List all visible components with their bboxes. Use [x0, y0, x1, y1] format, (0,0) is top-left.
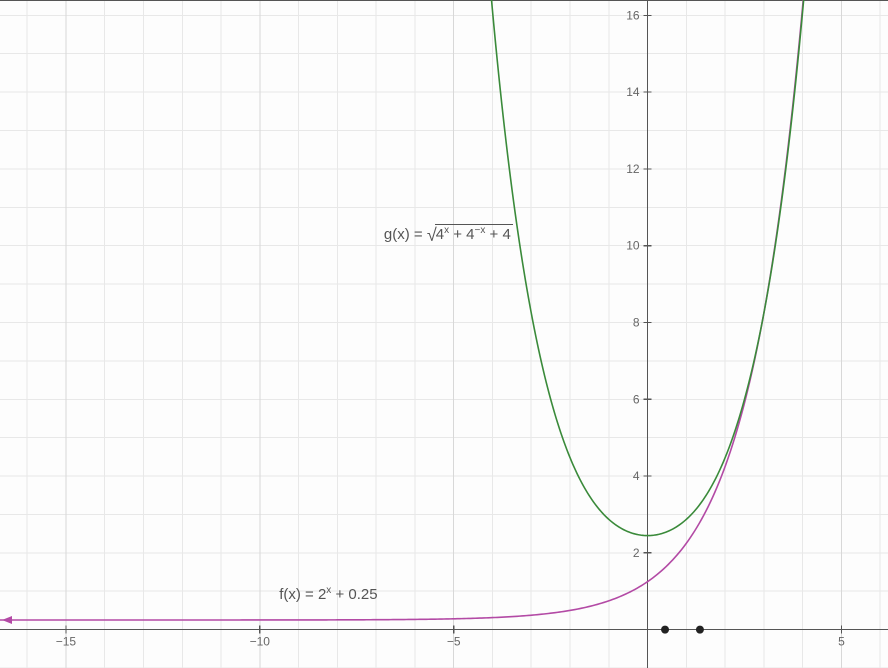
arrow-left-icon	[2, 616, 12, 624]
y-tick-label: 4	[633, 469, 640, 483]
x-tick-label: −5	[447, 635, 461, 649]
tangent-point	[696, 626, 704, 634]
x-tick-label: −10	[250, 635, 271, 649]
curve-f	[0, 0, 888, 620]
x-tick-label: −15	[56, 635, 77, 649]
label-g-prefix: g(x) =	[384, 226, 427, 243]
plot-svg: −15 −10 −5 5 2 4 6 8 10 12 14 16	[0, 0, 888, 668]
y-tick-label: 14	[626, 85, 640, 99]
y-tick-label: 10	[626, 239, 640, 253]
function-plot: −15 −10 −5 5 2 4 6 8 10 12 14 16 g(x) = √4x + 4−x +…	[0, 0, 888, 668]
label-f: f(x) = 2x + 0.25	[279, 585, 377, 603]
sqrt-icon: √4x + 4−x + 4	[427, 224, 513, 246]
curve-g	[477, 0, 888, 536]
tangent-point	[661, 626, 669, 634]
x-tick-label: 5	[838, 635, 845, 649]
label-g-body: 4x + 4−x + 4	[435, 224, 513, 243]
y-tick-label: 12	[626, 162, 640, 176]
y-tick-label: 2	[633, 546, 640, 560]
label-g: g(x) = √4x + 4−x + 4	[384, 224, 513, 246]
y-tick-label: 8	[633, 315, 640, 329]
y-tick-label: 6	[633, 392, 640, 406]
y-tick-label: 16	[626, 8, 640, 22]
